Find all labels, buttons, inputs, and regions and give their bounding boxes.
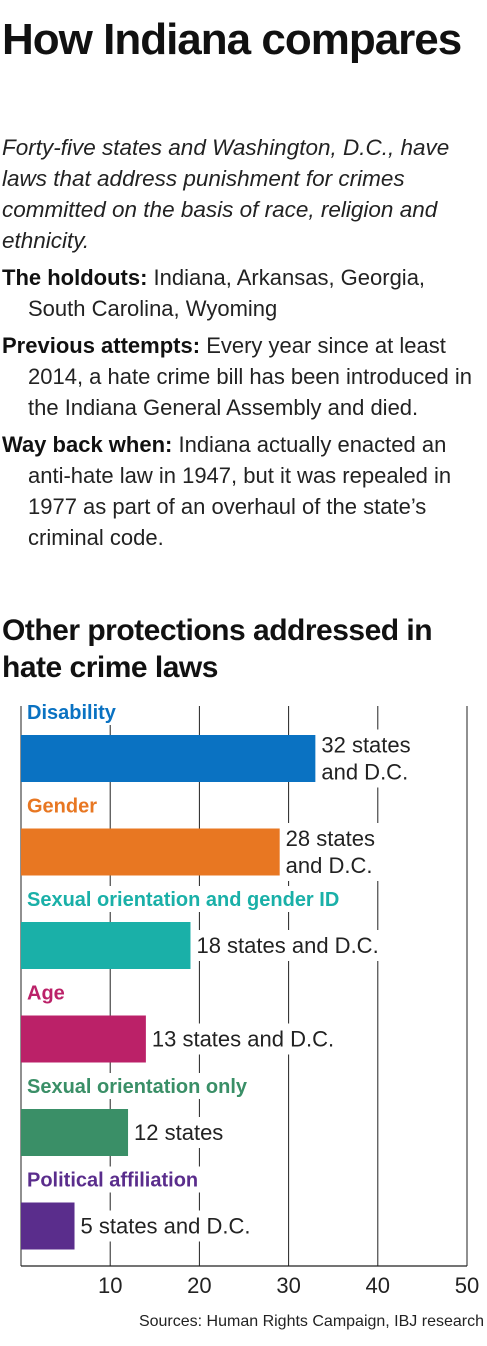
fact-lead: Previous attempts:	[2, 333, 201, 358]
value-label: and D.C.	[321, 760, 408, 785]
source-note: Sources: Human Rights Campaign, IBJ rese…	[138, 1313, 484, 1330]
value-label: 18 states and D.C.	[196, 933, 378, 958]
fact-lead: The holdouts:	[2, 265, 148, 290]
category-label-bg	[22, 792, 96, 819]
fact-way-back-when: Way back when: Indiana actually enacted …	[0, 429, 487, 553]
bar	[21, 735, 316, 782]
value-label-bg	[77, 1210, 278, 1242]
category-label-bg	[22, 1073, 276, 1099]
fact-holdouts: The holdouts: Indiana, Arkansas, Georgia…	[0, 262, 487, 324]
x-tick-label: 30	[276, 1273, 300, 1298]
category-label-bg	[22, 700, 138, 725]
page-title: How Indiana compares	[2, 15, 462, 64]
fact-text: Indiana actually enacted an anti-hate la…	[28, 432, 452, 550]
value-label: 13 states and D.C.	[152, 1027, 334, 1052]
category-label: Sexual orientation only	[27, 1076, 248, 1098]
value-label-bg	[193, 930, 405, 961]
chart-title: Other protections addressed in hate crim…	[2, 614, 433, 684]
category-label: Gender	[27, 796, 97, 818]
value-label-bg	[282, 823, 392, 881]
bar	[21, 828, 280, 876]
value-label: and D.C.	[286, 853, 373, 878]
bar	[21, 922, 191, 969]
bar	[21, 1202, 75, 1250]
value-label: 28 states	[286, 826, 375, 851]
value-label-bg	[131, 1117, 240, 1148]
category-label-bg	[22, 1166, 255, 1193]
value-label: 5 states and D.C.	[81, 1214, 251, 1239]
fact-lead: Way back when:	[2, 432, 173, 457]
x-tick-label: 40	[366, 1273, 390, 1298]
category-label: Sexual orientation and gender ID	[27, 889, 339, 911]
category-label: Age	[27, 983, 65, 1005]
bar	[21, 1015, 146, 1063]
x-tick-label: 10	[98, 1273, 122, 1298]
bar	[21, 1109, 129, 1156]
intro-text: Forty-five states and Washington, D.C., …	[2, 135, 450, 253]
category-label: Political affiliation	[27, 1170, 198, 1192]
value-label: 32 states	[321, 733, 410, 758]
value-label-bg	[318, 729, 427, 788]
fact-text: Indiana, Arkansas, Georgia, South Caroli…	[28, 265, 426, 321]
fact-previous-attempts: Previous attempts: Every year since at l…	[0, 330, 487, 423]
category-label: Disability	[27, 702, 117, 724]
category-label-bg	[22, 979, 64, 1006]
facts-list: The holdouts: Indiana, Arkansas, Georgia…	[0, 262, 487, 559]
x-tick-label: 50	[455, 1273, 479, 1298]
value-label: 12 states	[134, 1120, 223, 1145]
category-label-bg	[22, 886, 372, 912]
x-tick-label: 20	[187, 1273, 211, 1298]
fact-text: Every year since at least 2014, a hate c…	[28, 333, 472, 420]
value-label-bg	[148, 1023, 361, 1055]
